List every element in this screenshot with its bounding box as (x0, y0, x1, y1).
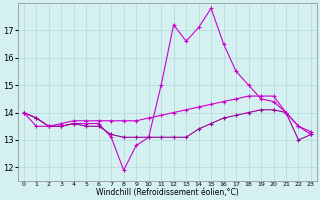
X-axis label: Windchill (Refroidissement éolien,°C): Windchill (Refroidissement éolien,°C) (96, 188, 239, 197)
